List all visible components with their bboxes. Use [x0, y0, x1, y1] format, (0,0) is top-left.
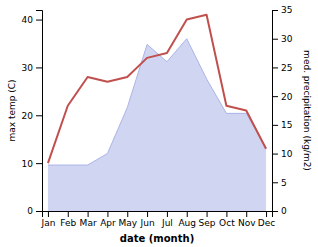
tick-mark [48, 211, 49, 217]
tick: Oct [219, 211, 235, 228]
tick-mark [272, 67, 278, 68]
tick: Apr [100, 211, 116, 228]
tick-label: 0 [27, 206, 33, 216]
tick-mark [36, 67, 42, 68]
tick: Mar [80, 211, 97, 228]
tick-label: Mar [80, 218, 97, 228]
tick: Dec [258, 211, 275, 228]
y2-axis-title: med. precipitation (kg/m2) [302, 50, 312, 171]
tick-label: 5 [281, 178, 287, 188]
tick-label: 10 [281, 149, 293, 159]
tick-label: Jun [140, 218, 155, 228]
tick-mark [272, 10, 278, 11]
tick: 10 [272, 149, 293, 159]
tick: Jan [41, 211, 56, 228]
tick-label: Aug [178, 218, 196, 228]
tick-label: 30 [22, 63, 34, 73]
tick: Jun [140, 211, 155, 228]
tick: 35 [272, 5, 292, 15]
tick: 5 [272, 178, 287, 188]
tick: 0 [272, 206, 287, 216]
tick-label: 10 [22, 159, 34, 169]
tick-label: 0 [281, 206, 287, 216]
tick: Nov [238, 211, 256, 228]
tick-label: Nov [238, 218, 256, 228]
tick-label: 30 [281, 34, 293, 44]
tick: 15 [272, 120, 292, 130]
tick: 0 [27, 206, 42, 216]
tick: Feb [60, 211, 76, 228]
tick-mark [36, 163, 42, 164]
tick-mark [272, 96, 278, 97]
tick: 10 [22, 159, 42, 169]
plot-root: Jan Feb MarAprMayJun Jul AugSepOctNovDec 0 10 2… [7, 5, 312, 244]
tick: 20 [272, 92, 293, 102]
tick-label: Oct [219, 218, 235, 228]
x-axis-title: date (month) [120, 233, 194, 244]
tick-mark [68, 211, 69, 217]
line [48, 15, 266, 163]
tick: Jul [161, 211, 173, 228]
tick-mark [272, 182, 278, 183]
tick-label: 20 [22, 111, 34, 121]
x-axis: Jan Feb MarAprMayJun Jul AugSepOctNovDec [41, 211, 276, 228]
tick-mark [36, 20, 42, 21]
area [48, 39, 266, 211]
tick-mark [246, 211, 247, 217]
tick-mark [272, 39, 278, 40]
tick-label: 25 [281, 63, 292, 73]
tick-mark [187, 211, 188, 217]
y-axis-title: max temp (C) [7, 79, 17, 141]
tick-mark [272, 125, 278, 126]
chart: Jan Feb MarAprMayJun Jul AugSepOctNovDec 0 10 2… [0, 0, 318, 247]
y2-axis: 0 5 10 15 20 25 30 35 [272, 5, 293, 216]
tick: Sep [199, 211, 216, 228]
tick-mark [107, 211, 108, 217]
tick-label: 15 [281, 120, 292, 130]
tick-label: Feb [60, 218, 76, 228]
tick-mark [147, 211, 148, 217]
tick-label: 20 [281, 92, 293, 102]
tick-label: Dec [258, 218, 275, 228]
tick: Aug [178, 211, 196, 228]
tick-mark [272, 154, 278, 155]
tick-label: 35 [281, 5, 292, 15]
tick-label: Sep [199, 218, 216, 228]
tick-mark [36, 211, 42, 212]
tick-label: Apr [100, 218, 116, 228]
tick: May [118, 211, 137, 228]
axis-line [43, 212, 273, 218]
tick-mark [207, 211, 208, 217]
y-axis: 0 10 20 30 40 [22, 11, 43, 217]
tick-mark [167, 211, 168, 217]
axis-line [273, 11, 279, 212]
tick: 30 [272, 34, 293, 44]
tick-label: 40 [22, 15, 34, 25]
tick: 30 [22, 63, 42, 73]
area-outline [48, 39, 266, 165]
tick-mark [272, 211, 278, 212]
tick: 20 [22, 111, 42, 121]
tick-mark [266, 211, 267, 217]
tick: 25 [272, 63, 292, 73]
plot-area [48, 15, 266, 211]
tick-mark [127, 211, 128, 217]
tick-mark [36, 115, 42, 116]
tick: 40 [22, 15, 42, 25]
tick-label: Jan [41, 218, 56, 228]
axis-line [36, 11, 43, 212]
tick-label: May [118, 218, 137, 228]
tick-mark [226, 211, 227, 217]
tick-mark [88, 211, 89, 217]
tick-label: Jul [161, 218, 173, 228]
